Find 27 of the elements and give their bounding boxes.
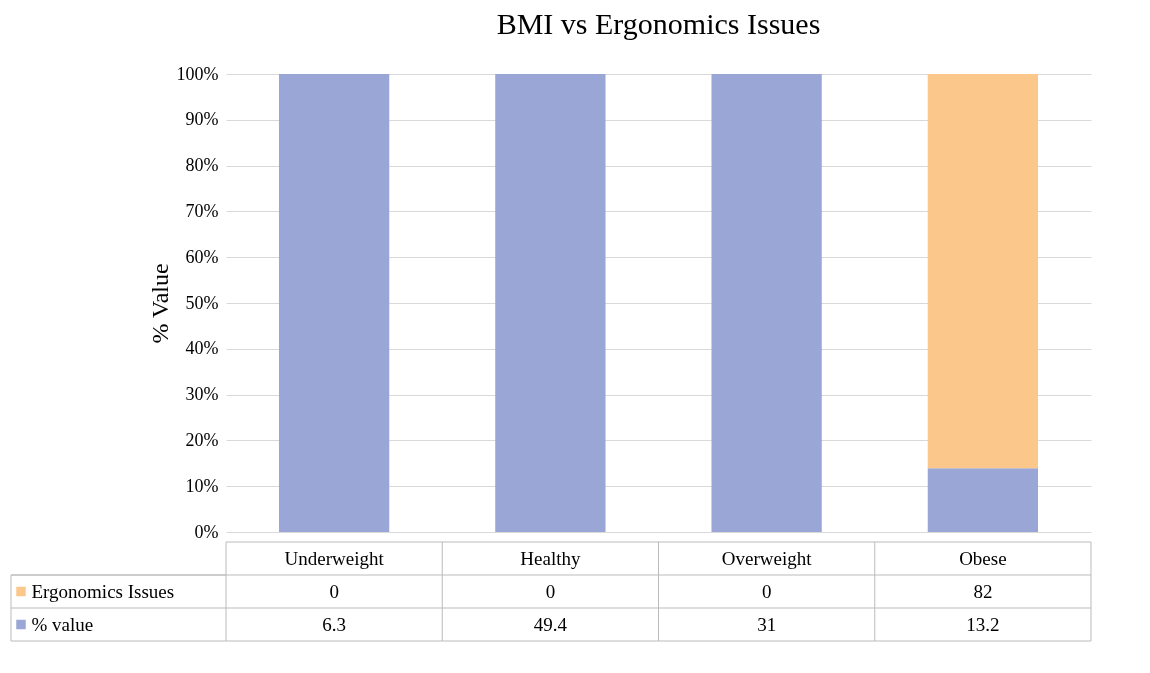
y-tick-label: 50% bbox=[185, 292, 219, 313]
text: 0 bbox=[329, 580, 339, 602]
text: 31 bbox=[757, 613, 777, 635]
x-tick-label: Healthy bbox=[520, 547, 581, 569]
x-tick-label: Overweight bbox=[721, 547, 813, 569]
y-tick-label: 100% bbox=[176, 63, 219, 84]
y-tick-label: 30% bbox=[185, 384, 219, 405]
x-tick-label: Underweight bbox=[284, 547, 385, 569]
y-tick-label: 70% bbox=[185, 200, 219, 221]
x-tick-label: Obese bbox=[959, 547, 1007, 569]
text: 6.3 bbox=[322, 613, 346, 635]
y-tick-label: 60% bbox=[185, 246, 219, 267]
y-tick-label: 40% bbox=[185, 338, 219, 359]
text: 0 bbox=[545, 580, 556, 602]
text: 13.2 bbox=[966, 613, 1000, 635]
text: 49.4 bbox=[533, 613, 568, 635]
y-tick-label: 20% bbox=[185, 429, 219, 450]
y-tick-label: 10% bbox=[185, 475, 219, 496]
y-tick-label: 90% bbox=[185, 109, 219, 130]
text: 0 bbox=[761, 580, 772, 602]
text: 82 bbox=[973, 580, 993, 602]
legend-label: Ergonomics Issues bbox=[31, 580, 175, 602]
y-tick-label: 0% bbox=[194, 521, 219, 542]
legend-label: % value bbox=[31, 613, 94, 635]
y-tick-label: 80% bbox=[185, 155, 219, 176]
y-axis-title: % Value bbox=[146, 263, 173, 344]
chart-title: BMI vs Ergonomics Issues bbox=[496, 7, 821, 40]
